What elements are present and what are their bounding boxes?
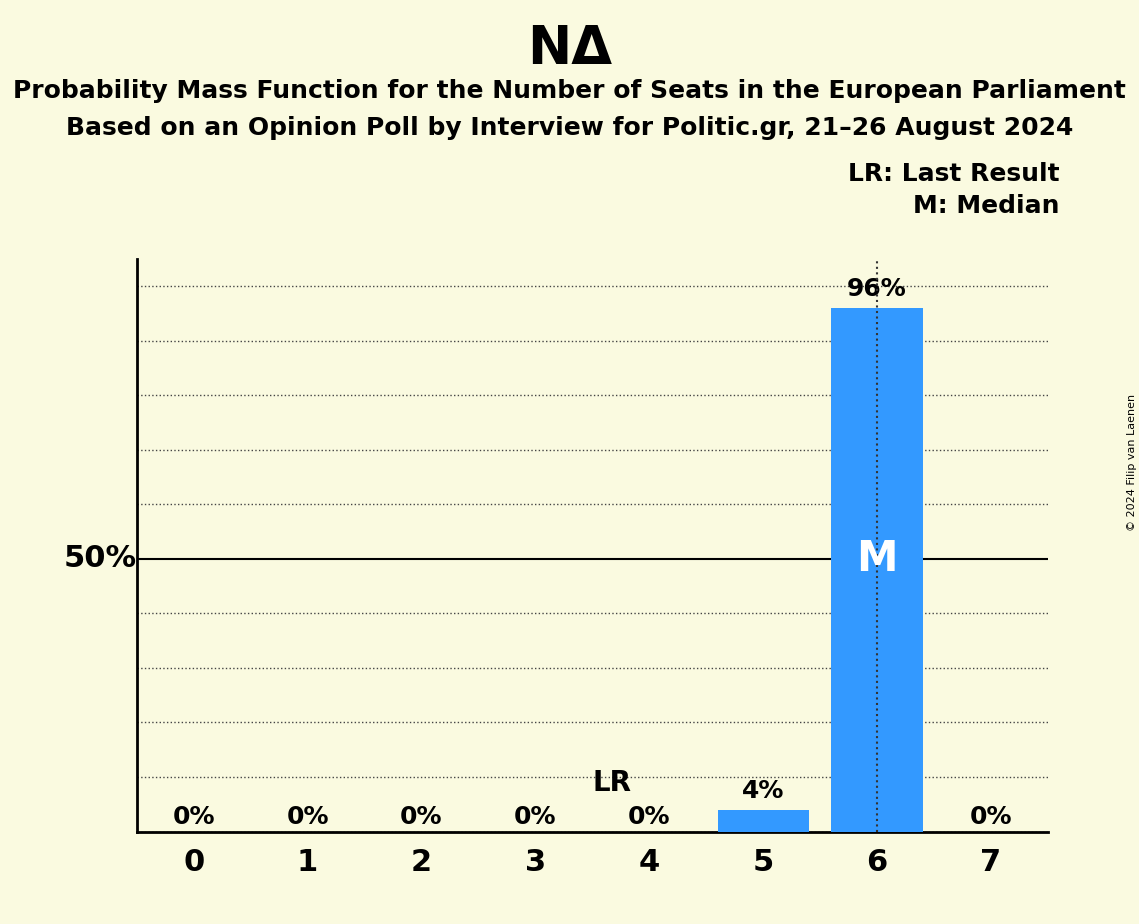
Bar <box>718 809 809 832</box>
Text: 0%: 0% <box>628 806 671 830</box>
Text: 0%: 0% <box>286 806 329 830</box>
Text: 0%: 0% <box>172 806 215 830</box>
Text: M: Median: M: Median <box>912 194 1059 218</box>
Bar <box>831 308 923 832</box>
Text: 0%: 0% <box>400 806 443 830</box>
Text: LR: LR <box>592 769 631 796</box>
Text: Probability Mass Function for the Number of Seats in the European Parliament: Probability Mass Function for the Number… <box>13 79 1126 103</box>
Text: 96%: 96% <box>847 277 907 301</box>
Text: NΔ: NΔ <box>527 23 612 75</box>
Text: Based on an Opinion Poll by Interview for Politic.gr, 21–26 August 2024: Based on an Opinion Poll by Interview fo… <box>66 116 1073 140</box>
Text: © 2024 Filip van Laenen: © 2024 Filip van Laenen <box>1126 394 1137 530</box>
Text: 0%: 0% <box>514 806 557 830</box>
Text: M: M <box>857 539 898 580</box>
Text: 4%: 4% <box>741 779 785 803</box>
Text: 50%: 50% <box>64 544 137 573</box>
Text: 0%: 0% <box>969 806 1013 830</box>
Text: LR: Last Result: LR: Last Result <box>847 162 1059 186</box>
